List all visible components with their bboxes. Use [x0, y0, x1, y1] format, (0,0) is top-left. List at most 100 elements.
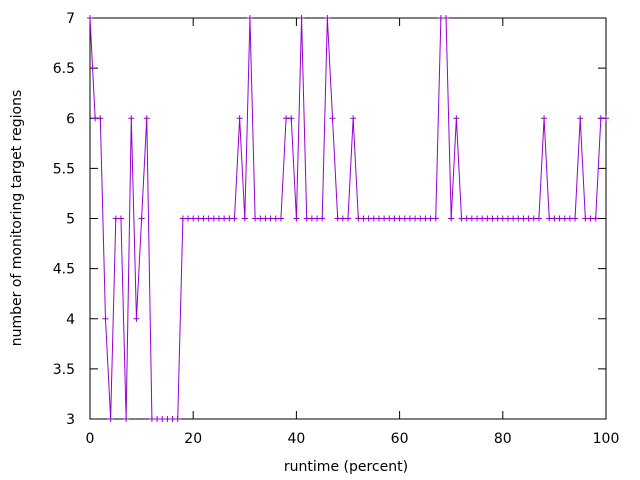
- data-point-marker: [422, 215, 429, 222]
- data-point-marker: [293, 215, 300, 222]
- x-axis-label: runtime (percent): [284, 459, 408, 475]
- data-point-marker: [437, 15, 444, 21]
- data-point-marker: [107, 416, 114, 422]
- x-tick-label: 100: [593, 431, 620, 447]
- data-point-marker: [396, 215, 403, 222]
- x-tick-label: 40: [287, 431, 305, 447]
- data-point-marker: [561, 215, 568, 222]
- data-point-marker: [577, 115, 584, 122]
- data-point-marker: [566, 215, 573, 222]
- data-point-marker: [288, 115, 295, 122]
- data-point-marker: [231, 215, 238, 222]
- data-point-marker: [603, 115, 609, 122]
- data-point-marker: [572, 215, 579, 222]
- data-point-marker: [123, 416, 130, 422]
- axis-tick-labels: 0 20 40 60 80 100 3 3.5 4 4.5 5 5.5 6 6.5 7: [53, 11, 620, 447]
- data-point-marker: [138, 215, 145, 222]
- data-point-marker: [252, 215, 259, 222]
- data-point-marker: [463, 215, 470, 222]
- data-point-marker: [112, 215, 119, 222]
- data-point-marker: [257, 215, 264, 222]
- data-point-marker: [303, 215, 310, 222]
- data-point-marker: [334, 215, 341, 222]
- data-point-marker: [148, 416, 155, 422]
- data-point-marker: [489, 215, 496, 222]
- data-point-marker: [375, 215, 382, 222]
- data-point-marker: [391, 215, 398, 222]
- data-point-marker: [117, 215, 124, 222]
- data-point-marker: [226, 215, 233, 222]
- data-point-marker: [484, 215, 491, 222]
- y-tick-label: 5.5: [53, 161, 75, 177]
- x-tick-label: 60: [391, 431, 409, 447]
- data-point-marker: [360, 215, 367, 222]
- data-point-marker: [195, 215, 202, 222]
- data-point-marker: [205, 215, 212, 222]
- data-point-marker: [381, 215, 388, 222]
- data-point-marker: [185, 215, 192, 222]
- data-point-marker: [143, 115, 150, 122]
- data-point-marker: [221, 215, 228, 222]
- data-point-marker: [92, 115, 99, 122]
- y-tick-label: 3: [66, 412, 75, 428]
- data-point-marker: [179, 215, 186, 222]
- data-point-marker: [401, 215, 408, 222]
- y-tick-label: 7: [66, 11, 75, 27]
- data-point-marker: [406, 215, 413, 222]
- data-point-marker: [350, 115, 357, 122]
- axis-ticks: [89, 17, 607, 420]
- data-point-marker: [592, 215, 599, 222]
- data-point-marker: [479, 215, 486, 222]
- y-tick-label: 6.5: [53, 61, 75, 77]
- data-point-marker: [246, 15, 253, 21]
- data-point-marker: [525, 215, 532, 222]
- series-markers: [87, 15, 609, 422]
- data-point-marker: [169, 416, 176, 422]
- data-point-marker: [365, 215, 372, 222]
- data-point-marker: [345, 215, 351, 222]
- data-point-marker: [551, 215, 558, 222]
- data-point-marker: [443, 15, 450, 21]
- data-point-marker: [515, 215, 522, 222]
- data-point-marker: [339, 215, 346, 222]
- data-point-marker: [128, 115, 135, 122]
- data-point-marker: [174, 416, 181, 422]
- data-point-marker: [319, 215, 326, 222]
- data-point-marker: [427, 215, 434, 222]
- data-point-marker: [520, 215, 527, 222]
- y-tick-label: 3.5: [53, 362, 75, 378]
- y-tick-label: 4: [66, 312, 75, 328]
- data-point-marker: [102, 315, 109, 322]
- data-point-marker: [216, 215, 222, 222]
- data-point-marker: [474, 215, 480, 222]
- x-tick-label: 0: [86, 431, 95, 447]
- data-point-marker: [499, 215, 506, 222]
- data-point-marker: [298, 15, 305, 21]
- data-point-marker: [324, 15, 331, 21]
- data-point-marker: [556, 215, 563, 222]
- y-tick-label: 5: [66, 212, 75, 228]
- data-point-marker: [164, 416, 171, 422]
- data-point-marker: [535, 215, 542, 222]
- data-point-marker: [262, 215, 269, 222]
- data-point-marker: [582, 215, 589, 222]
- y-tick-label: 6: [66, 111, 75, 127]
- y-axis-label: number of monitoring target regions: [9, 90, 25, 347]
- x-tick-label: 80: [494, 431, 512, 447]
- data-point-marker: [530, 215, 537, 222]
- y-tick-label: 4.5: [53, 262, 75, 278]
- data-point-marker: [412, 215, 419, 222]
- data-point-marker: [453, 115, 460, 122]
- data-point-marker: [458, 215, 465, 222]
- data-point-marker: [355, 215, 362, 222]
- data-point-marker: [241, 215, 248, 222]
- data-point-marker: [494, 215, 501, 222]
- data-point-marker: [210, 215, 217, 222]
- data-point-marker: [87, 15, 93, 21]
- data-point-marker: [277, 215, 284, 222]
- data-point-marker: [159, 416, 166, 422]
- data-point-marker: [97, 115, 104, 122]
- data-point-marker: [510, 215, 517, 222]
- data-point-marker: [314, 215, 321, 222]
- data-point-marker: [308, 215, 315, 222]
